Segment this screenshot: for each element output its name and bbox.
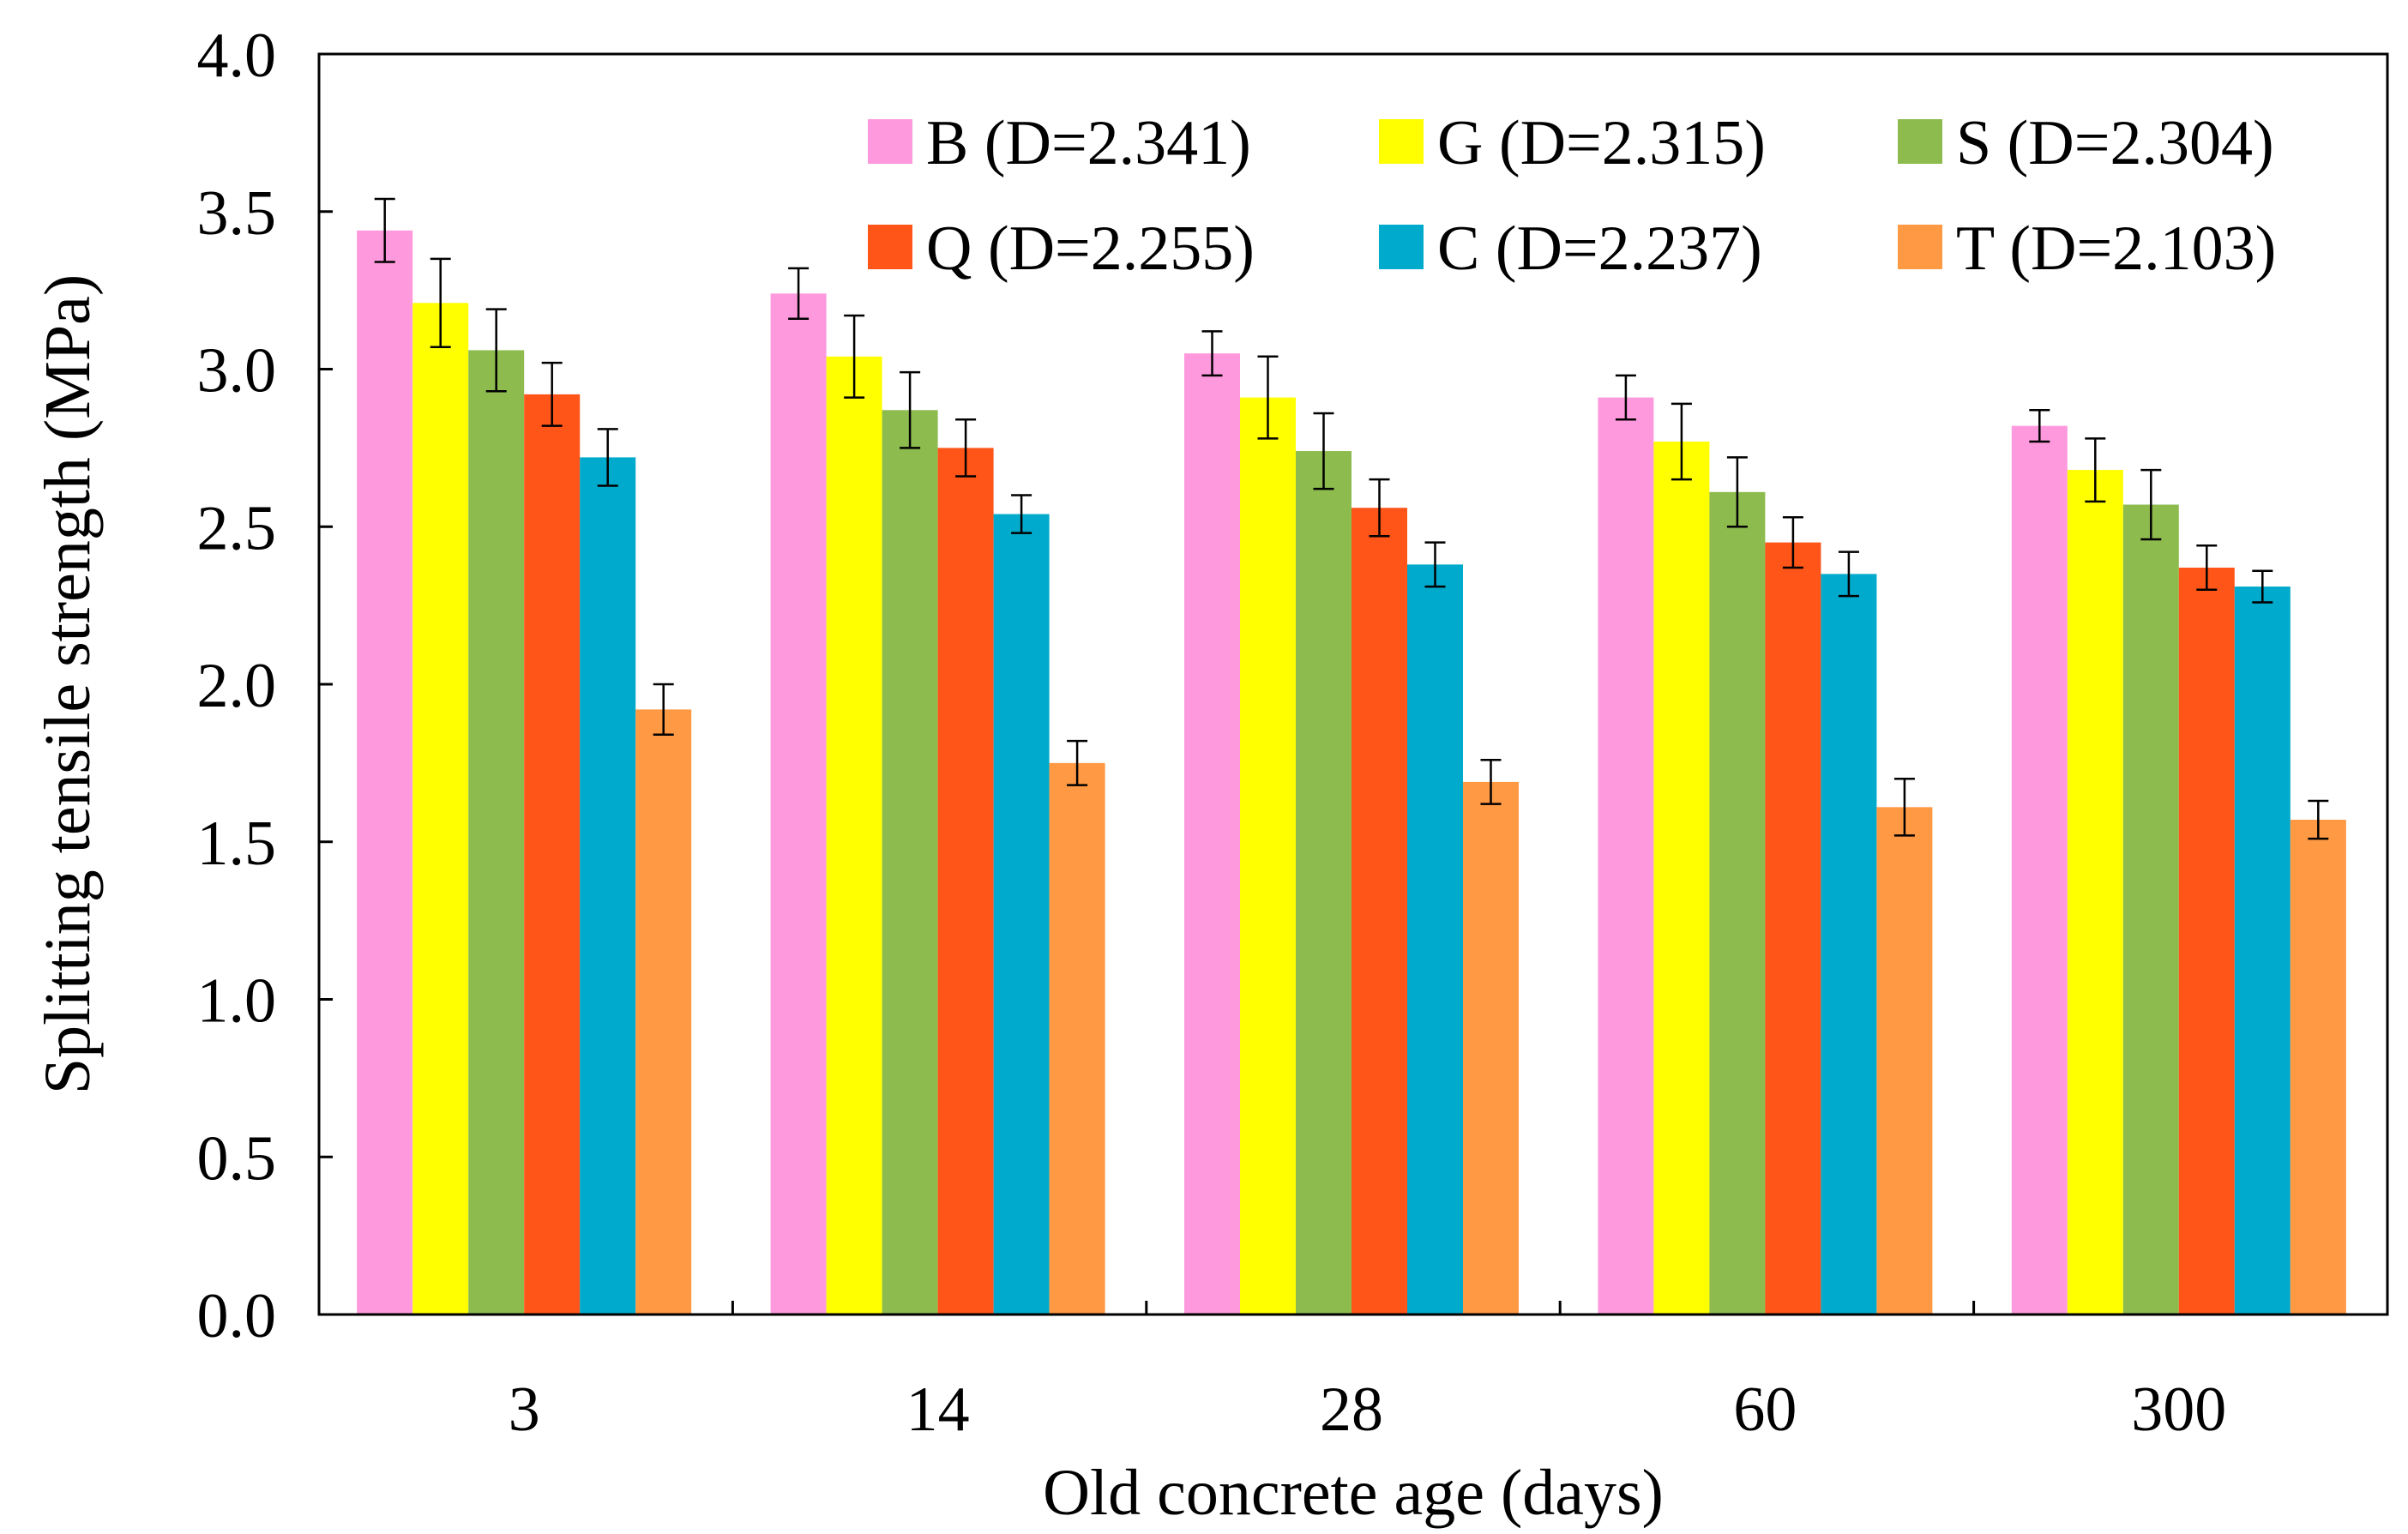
bar [1598,397,1654,1315]
bar [580,457,636,1314]
error-bar [788,267,810,320]
bar [826,356,882,1314]
legend-label: Q (D=2.255) [926,214,1255,284]
error-bar [1615,374,1636,421]
bar [1709,491,1766,1314]
y-tick-label: 2.0 [197,651,277,721]
legend-label: G (D=2.315) [1437,108,1766,178]
bar [1407,564,1463,1314]
error-bar [1671,402,1692,481]
error-bar [1369,478,1390,538]
bar [2234,587,2291,1314]
bar [1351,508,1407,1314]
bar [1049,762,1105,1314]
error-bar [653,683,674,737]
error-bar [2196,544,2218,591]
bar [635,709,692,1314]
y-tick-label: 0.0 [197,1281,277,1351]
error-bar [430,257,451,349]
error-bar [2140,468,2162,541]
error-bar [1893,778,1915,837]
legend-swatch [1898,119,1942,164]
error-bar [2252,569,2273,604]
error-bar [1838,550,1859,598]
bar [2290,820,2346,1314]
bar [770,293,827,1314]
legend-label: B (D=2.341) [926,108,1251,178]
x-tick-label: 14 [906,1375,970,1445]
y-axis-title: Splitting tensile strength (MPa) [32,274,104,1094]
bar [882,410,938,1314]
bar [2011,425,2068,1314]
bar [1653,442,1710,1314]
bar [412,303,469,1315]
error-bar [1424,541,1446,588]
y-tick-label: 4.0 [197,21,277,91]
bar [468,350,525,1315]
error-bars-layer [374,197,2329,840]
error-bar [1201,330,1223,377]
y-tick-label: 3.0 [197,336,277,406]
error-bar [2308,799,2329,840]
error-bar [1011,494,1032,534]
x-axis: 3 14 28 60 300 [509,1301,2226,1445]
error-bar [844,314,865,399]
y-tick-label: 2.5 [197,493,277,563]
y-tick-label: 1.5 [197,809,277,879]
bar [1184,353,1240,1314]
bars-layer [357,230,2346,1315]
bar [1876,807,1933,1314]
error-bar [1313,412,1334,490]
legend: B (D=2.341) G (D=2.315) S (D=2.304) Q (D=2.… [868,108,2276,284]
legend-swatch [868,119,912,164]
error-bar [1782,515,1803,569]
error-bar [955,418,977,478]
error-bar [900,370,921,449]
x-tick-label: 60 [1733,1375,1797,1445]
bar [2122,504,2179,1314]
bar [993,514,1050,1314]
error-bar [1257,355,1279,440]
bar [937,448,994,1314]
legend-swatch [1379,119,1424,164]
legend-label: S (D=2.304) [1956,108,2274,178]
x-tick-label: 28 [1320,1375,1383,1445]
y-tick-label: 1.0 [197,966,277,1037]
error-bar [2085,437,2106,503]
error-bar [485,308,507,393]
error-bar [2029,409,2050,443]
error-bar [374,197,395,263]
bar [524,394,581,1314]
legend-swatch [1379,225,1424,269]
legend-label: C (D=2.237) [1437,214,1762,284]
bar [1240,397,1296,1315]
x-tick-label: 3 [509,1375,540,1445]
y-tick-label: 3.5 [197,178,277,249]
error-bar [1067,739,1088,786]
legend-swatch [868,225,912,269]
y-axis: 0.0 0.5 1.0 1.5 2.0 2.5 3.0 3.5 4.0 [197,21,333,1351]
legend-swatch [1898,225,1942,269]
bar [2178,568,2235,1314]
bar [1821,574,1877,1314]
bar [2067,470,2123,1314]
bar [357,230,413,1314]
x-axis-title: Old concrete age (days) [1043,1457,1664,1529]
bar [1296,451,1351,1314]
bar [1463,781,1519,1314]
x-tick-label: 300 [2131,1375,2226,1445]
y-tick-label: 0.5 [197,1123,277,1194]
error-bar [1480,758,1502,805]
legend-label: T (D=2.103) [1956,214,2276,284]
bar [1765,542,1821,1314]
error-bar [541,361,563,427]
error-bar [597,428,618,487]
error-bar [1726,456,1748,528]
